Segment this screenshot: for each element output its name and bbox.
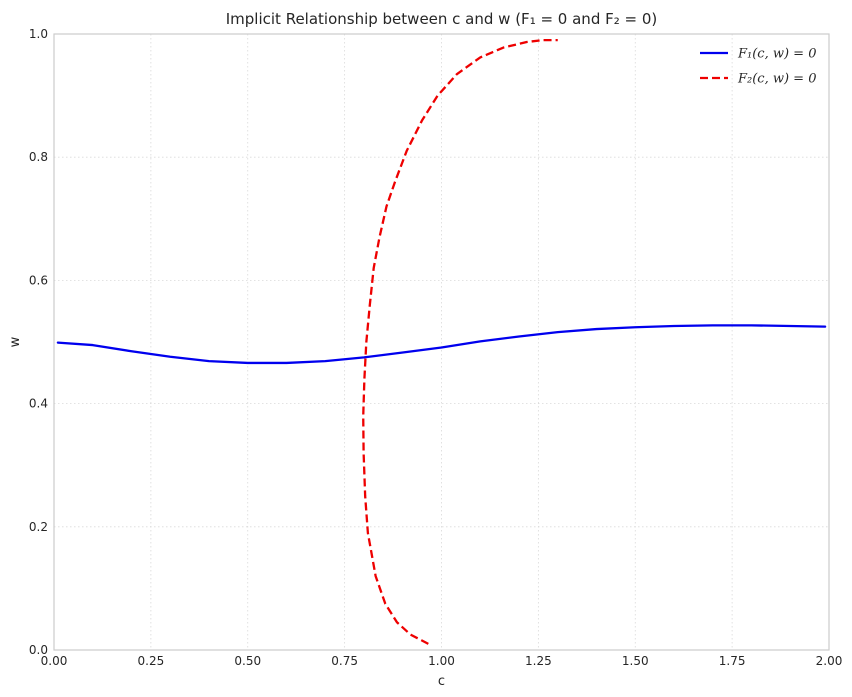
series-line-1 xyxy=(56,324,827,365)
x-tick-label: 0.25 xyxy=(138,654,165,668)
x-axis-label: c xyxy=(438,674,445,689)
y-tick-label: 0.8 xyxy=(29,150,48,164)
x-tick-label: 0.00 xyxy=(41,654,68,668)
x-tick-label: 1.25 xyxy=(525,654,552,668)
ticks: 0.00 0.25 0.50 0.75 1.00 1.25 1.50 1.75 2.00 0.0 0… xyxy=(29,27,842,668)
y-tick-label: 0.6 xyxy=(29,273,48,287)
legend-label-1: F₁(c, w) = 0 xyxy=(737,47,816,62)
x-tick-label: 0.75 xyxy=(331,654,358,668)
y-tick-label: 1.0 xyxy=(29,27,48,41)
series-group xyxy=(56,39,827,645)
legend-label-2: F₂(c, w) = 0 xyxy=(737,72,816,87)
x-tick-label: 1.50 xyxy=(622,654,649,668)
legend: F₁(c, w) = 0 F₂(c, w) = 0 xyxy=(700,47,816,87)
x-tick-label: 2.00 xyxy=(816,654,843,668)
y-tick-label: 0.2 xyxy=(29,520,48,534)
x-tick-label: 1.75 xyxy=(719,654,746,668)
y-tick-label: 0.4 xyxy=(29,397,48,411)
y-tick-label: 0.0 xyxy=(29,643,48,657)
series-line-2 xyxy=(362,39,558,645)
x-tick-label: 1.00 xyxy=(428,654,455,668)
plot-frame xyxy=(53,33,830,651)
y-axis-label: w xyxy=(8,336,23,347)
chart-title: Implicit Relationship between c and w (F… xyxy=(226,10,658,28)
x-tick-label: 0.50 xyxy=(234,654,261,668)
